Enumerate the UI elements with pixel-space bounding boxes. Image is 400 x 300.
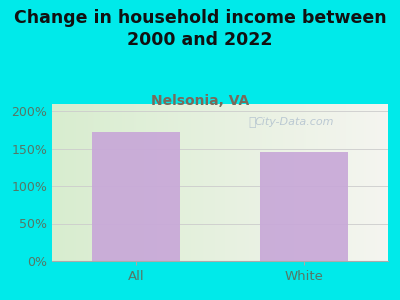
Text: City-Data.com: City-Data.com [254,117,334,128]
Text: Change in household income between
2000 and 2022: Change in household income between 2000 … [14,9,386,49]
Text: Nelsonia, VA: Nelsonia, VA [151,94,249,109]
Bar [260,152,348,261]
Bar [92,132,180,261]
Text: ⓘ: ⓘ [248,116,256,129]
